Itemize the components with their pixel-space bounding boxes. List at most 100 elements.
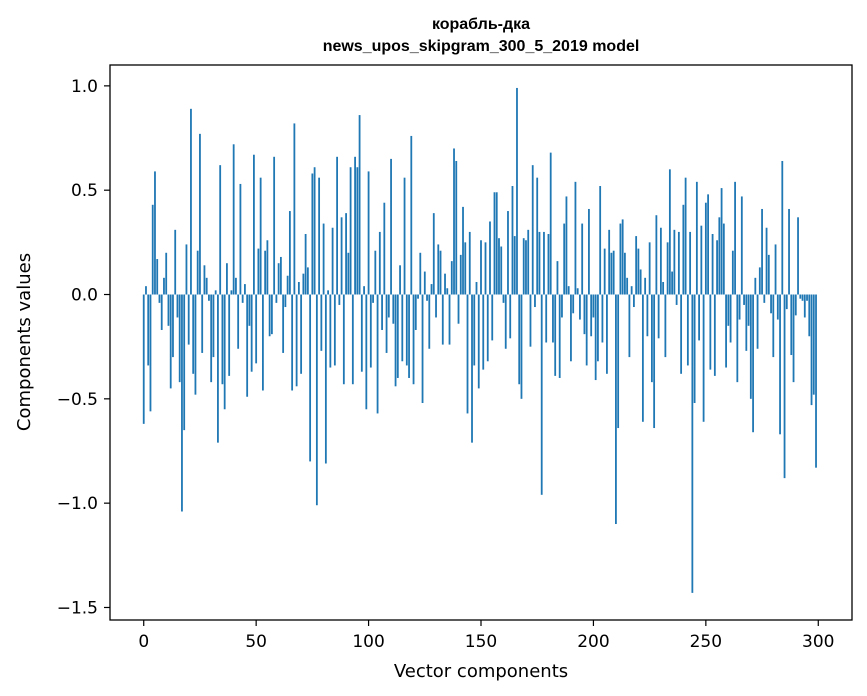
bar <box>378 231 381 295</box>
bar <box>214 290 217 295</box>
bar <box>277 263 280 295</box>
bar <box>527 229 530 295</box>
bar <box>385 294 388 353</box>
bar <box>552 294 554 343</box>
bar <box>664 294 667 358</box>
bar <box>147 294 150 366</box>
bar <box>471 294 473 443</box>
bar <box>738 294 741 320</box>
bar <box>311 173 314 295</box>
bar <box>743 294 745 305</box>
bar <box>241 294 244 303</box>
bar <box>266 240 269 295</box>
bar <box>590 294 593 337</box>
bar <box>270 294 273 335</box>
x-tick-label: 100 <box>352 632 384 652</box>
bar <box>572 294 575 314</box>
bar <box>367 171 370 295</box>
bar <box>340 217 343 295</box>
bar <box>383 202 386 295</box>
bar <box>675 294 678 305</box>
bar <box>172 294 174 358</box>
bar <box>502 294 505 303</box>
bar <box>390 158 392 295</box>
bar <box>599 186 602 295</box>
bar <box>169 294 172 389</box>
bar <box>306 267 309 295</box>
bar <box>671 271 674 295</box>
bar <box>468 231 471 295</box>
bar <box>648 242 651 295</box>
bar <box>315 294 318 506</box>
bar <box>626 277 629 295</box>
bar <box>657 294 660 339</box>
bar <box>208 294 210 301</box>
bar <box>794 294 797 316</box>
bar <box>700 225 703 295</box>
bar <box>423 271 426 295</box>
bar <box>381 294 383 330</box>
bar <box>201 294 204 353</box>
bar <box>579 294 581 320</box>
bar <box>412 294 415 385</box>
bar <box>792 294 795 383</box>
bar <box>583 294 586 335</box>
x-tick-label: 0 <box>138 632 149 652</box>
bar <box>187 294 190 345</box>
bar <box>500 246 503 295</box>
bar <box>333 294 336 366</box>
bar <box>480 240 482 295</box>
bar <box>630 286 633 295</box>
bar <box>219 165 222 295</box>
bar <box>736 294 739 383</box>
bar <box>781 160 784 295</box>
y-tick-label: −1.5 <box>57 598 98 618</box>
bar <box>439 250 442 295</box>
bar <box>244 284 246 295</box>
bar <box>783 294 786 479</box>
bar <box>808 294 811 337</box>
bar <box>635 236 638 295</box>
bar <box>518 294 521 385</box>
bar <box>570 294 572 362</box>
bar <box>149 294 152 412</box>
bar <box>286 275 289 295</box>
y-tick-label: −0.5 <box>57 390 98 410</box>
bar <box>158 294 161 303</box>
bar <box>756 294 759 349</box>
bar <box>426 294 428 301</box>
bar <box>740 196 743 295</box>
bar <box>275 294 278 303</box>
bar <box>603 248 606 295</box>
bar <box>230 290 233 295</box>
bar <box>612 250 615 295</box>
bar <box>504 294 507 349</box>
bar <box>237 294 240 349</box>
bar <box>455 160 458 295</box>
bar <box>369 294 372 368</box>
bar <box>761 208 763 295</box>
bar <box>534 294 536 308</box>
bar <box>192 294 195 374</box>
bar <box>475 281 478 295</box>
bar <box>641 294 644 422</box>
bar <box>405 294 408 366</box>
bar <box>349 167 352 295</box>
bar <box>360 294 363 372</box>
bar <box>758 267 761 295</box>
bar <box>194 294 197 395</box>
bar <box>293 123 296 295</box>
x-tick-label: 150 <box>465 632 497 652</box>
bar <box>338 294 341 305</box>
bar <box>815 294 817 468</box>
bar <box>725 294 727 368</box>
bar <box>549 152 552 295</box>
bar <box>347 252 350 295</box>
bar <box>522 238 525 295</box>
bar <box>417 294 419 299</box>
bar <box>205 277 208 295</box>
bar <box>259 177 262 295</box>
bar <box>223 294 226 410</box>
bar <box>239 183 242 295</box>
bar <box>722 223 725 295</box>
